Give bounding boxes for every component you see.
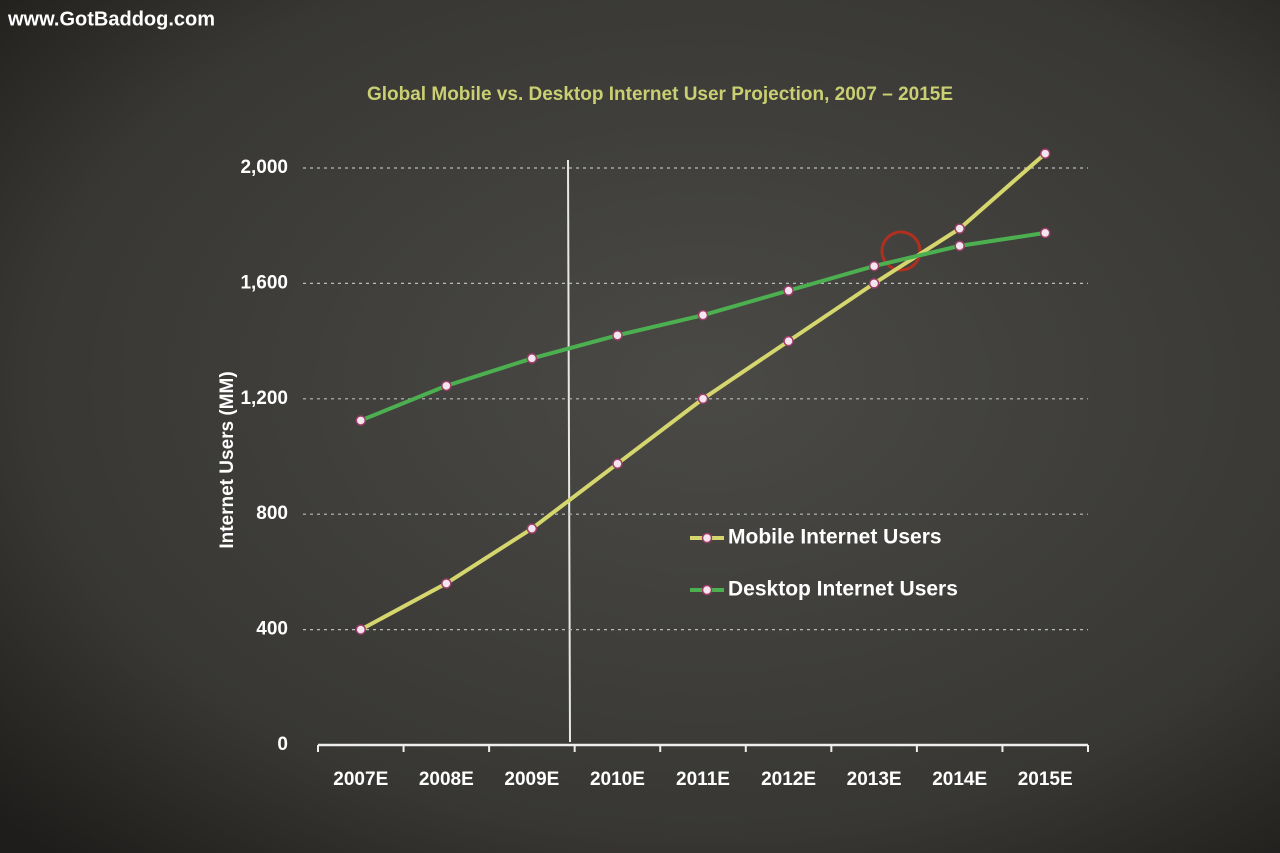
x-tick-label: 2009E <box>504 769 559 790</box>
point <box>868 260 880 272</box>
point <box>868 278 880 289</box>
legend-label: Desktop Internet Users <box>728 578 958 601</box>
y-tick-label: 0 <box>277 734 288 755</box>
chart-title: Global Mobile vs. Desktop Internet User … <box>367 84 953 105</box>
x-tick-label: 2010E <box>590 769 645 790</box>
point <box>612 330 623 341</box>
point <box>441 380 452 392</box>
x-tick-label: 2011E <box>676 769 730 790</box>
y-tick-label: 1,200 <box>240 388 288 409</box>
x-tick-label: 2007E <box>333 769 388 790</box>
y-tick-label: 2,000 <box>240 157 288 178</box>
point <box>697 393 709 405</box>
legend-marker <box>701 584 713 596</box>
y-tick-label: 1,600 <box>240 272 288 293</box>
point <box>1039 227 1051 239</box>
point <box>355 415 367 426</box>
point <box>441 578 452 589</box>
point <box>783 335 794 347</box>
x-tick-label: 2015E <box>1018 769 1073 790</box>
point <box>1039 148 1051 159</box>
x-tick-label: 2008E <box>419 769 474 790</box>
x-tick-label: 2012E <box>761 769 816 790</box>
point <box>526 523 538 534</box>
watermark: www.GotBaddog.com <box>7 8 215 30</box>
y-tick-label: 400 <box>256 619 288 640</box>
legend-marker <box>701 532 713 544</box>
x-tick-label: 2014E <box>932 769 987 790</box>
point <box>954 240 965 252</box>
point <box>612 458 623 469</box>
legend-label: Mobile Internet Users <box>728 526 942 549</box>
x-tick-label: 2013E <box>847 769 902 790</box>
crossover-circle <box>880 230 922 272</box>
point <box>526 353 538 364</box>
point <box>783 285 794 296</box>
point <box>697 309 709 321</box>
y-tick-label: 800 <box>256 503 288 524</box>
point <box>954 223 965 234</box>
divider-line <box>567 159 571 743</box>
point <box>355 624 367 635</box>
y-axis-label: Internet Users (MM) <box>217 371 238 548</box>
